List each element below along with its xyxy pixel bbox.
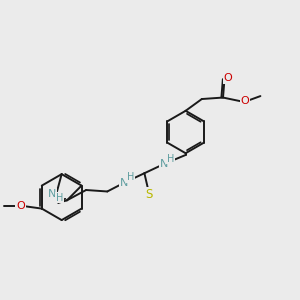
Text: N: N	[120, 178, 128, 188]
Text: O: O	[224, 73, 232, 83]
Text: O: O	[16, 201, 25, 211]
Text: N: N	[160, 159, 168, 169]
Text: H: H	[127, 172, 134, 182]
Text: O: O	[240, 95, 249, 106]
Text: H: H	[56, 193, 64, 203]
Text: H: H	[167, 154, 175, 164]
Text: N: N	[48, 189, 57, 199]
Text: S: S	[146, 188, 153, 201]
